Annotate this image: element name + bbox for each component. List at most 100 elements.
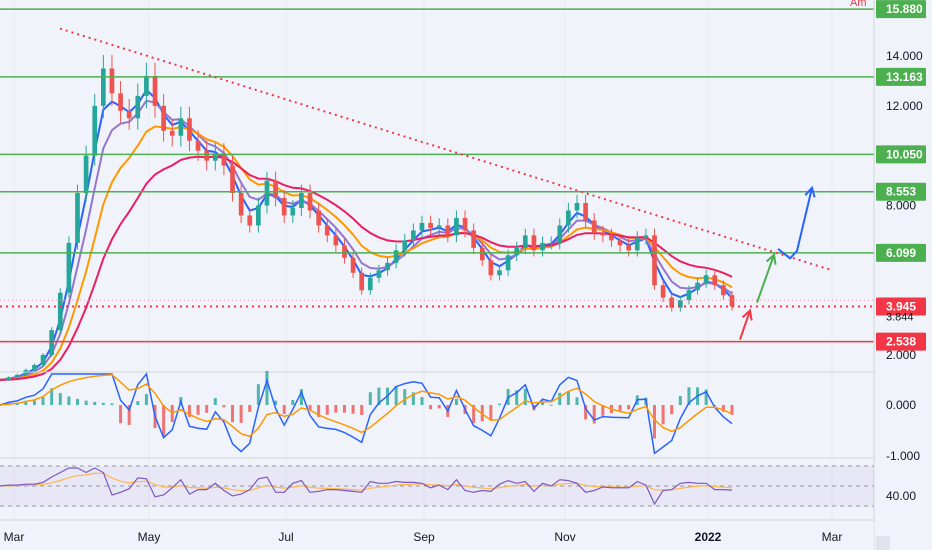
price-level-badges: 15.880 13.163 10.050 8.553 6.099 3.945 2.538 3.…: [876, 0, 926, 351]
rsi-ma-line: [0, 472, 733, 492]
macd-histogram-bar: [101, 402, 105, 405]
price-level-badge: [876, 297, 926, 316]
candle-body: [497, 270, 502, 276]
macd-histogram-bar: [515, 390, 519, 405]
macd-histogram-bar: [670, 405, 674, 415]
macd-histogram-bar: [162, 405, 166, 437]
macd-tick-label: -1.000: [886, 449, 920, 463]
candle-body: [462, 217, 468, 231]
candle-body: [557, 225, 563, 243]
candle-body: [531, 235, 537, 251]
macd-histogram-bar: [627, 405, 631, 410]
candle-body: [393, 250, 399, 263]
corner-settings[interactable]: [876, 536, 890, 550]
candle-body: [49, 330, 55, 355]
candle-body: [471, 230, 476, 248]
macd-histogram-bar: [566, 390, 570, 405]
candle-body: [376, 270, 382, 278]
candle-body: [540, 242, 545, 251]
macd-pane[interactable]: [0, 370, 734, 455]
candle-body: [32, 364, 37, 370]
candle-body: [522, 235, 528, 248]
price-level-badge-label: 3.945: [886, 300, 916, 314]
current-price-partial-label: 3.844: [886, 312, 914, 324]
candle-body: [686, 290, 692, 301]
price-level-badge: [876, 145, 926, 164]
candle-body: [488, 260, 494, 276]
macd-histogram-bar: [196, 405, 200, 415]
candle-body: [135, 95, 141, 119]
price-tick-label: 14.000: [886, 49, 923, 63]
candle-body: [212, 153, 218, 161]
macd-histogram-bar: [584, 405, 588, 420]
candle-body: [204, 150, 210, 161]
macd-histogram-bar: [41, 397, 45, 405]
candle-body: [161, 105, 166, 131]
macd-axis-ticks: 0.000 -1.000: [886, 398, 920, 463]
candle-body: [402, 240, 408, 251]
macd-histogram-bar: [239, 405, 243, 423]
price-axis[interactable]: [875, 0, 932, 550]
candle-body: [101, 68, 106, 106]
candle-body: [514, 247, 520, 256]
macd-histogram-bar: [205, 405, 209, 413]
macd-line: [0, 372, 733, 455]
macd-histogram-bar: [24, 400, 28, 405]
macd-histogram-bar: [84, 400, 88, 405]
macd-histogram-bar: [67, 396, 71, 405]
price-level-badge-label: 2.538: [886, 335, 916, 349]
macd-histogram-bar: [274, 400, 278, 405]
time-tick-label: May: [138, 530, 161, 544]
vertical-grid: [13, 0, 833, 520]
candle-body: [609, 235, 614, 241]
candle-body: [505, 255, 511, 271]
candle-body: [574, 203, 580, 211]
rsi-pane[interactable]: [0, 465, 874, 507]
candle-body: [721, 285, 726, 296]
macd-histogram-bar: [213, 398, 217, 405]
candle-body: [695, 282, 700, 291]
macd-histogram-bar: [248, 405, 252, 412]
macd-histogram-bar: [351, 405, 355, 414]
price-level-badge: [876, 0, 926, 19]
macd-histogram-bar: [403, 389, 407, 405]
price-pane[interactable]: [0, 8, 874, 381]
candle-body: [299, 193, 304, 208]
candle-body: [92, 105, 98, 156]
moving-average-line: [0, 125, 733, 381]
candle-body: [57, 292, 63, 331]
macd-histogram-bar: [334, 405, 338, 413]
candle-body: [669, 297, 675, 308]
candle-body: [169, 130, 175, 136]
macd-histogram-bar: [282, 405, 286, 414]
candle-body: [316, 210, 321, 226]
candle-body: [729, 295, 735, 307]
macd-histogram-bar: [136, 401, 140, 405]
macd-histogram-bar: [549, 404, 553, 406]
time-tick-label: Mar: [4, 530, 25, 544]
macd-histogram-bar: [256, 384, 260, 405]
candle-body: [436, 225, 442, 228]
price-level-badge: [876, 182, 926, 201]
candle-body: [591, 220, 597, 233]
macd-histogram-bar: [265, 370, 269, 405]
macd-histogram-bar: [713, 405, 717, 406]
candle-body: [66, 242, 72, 293]
macd-histogram-bar: [231, 405, 235, 423]
macd-histogram-bar: [652, 405, 656, 439]
candle-body: [411, 230, 416, 241]
macd-histogram-bar: [541, 402, 545, 405]
candle-body: [256, 205, 261, 226]
projection-arrow: [756, 254, 775, 303]
macd-histogram-bar: [472, 405, 476, 424]
time-tick-label: Nov: [554, 530, 575, 544]
macd-histogram-bar: [127, 405, 131, 425]
macd-histogram-bar: [704, 389, 708, 405]
candle-body: [221, 153, 227, 166]
time-axis[interactable]: [0, 521, 874, 550]
candle-body: [419, 222, 425, 231]
price-level-badge: [876, 332, 926, 351]
candle-body: [712, 275, 718, 286]
